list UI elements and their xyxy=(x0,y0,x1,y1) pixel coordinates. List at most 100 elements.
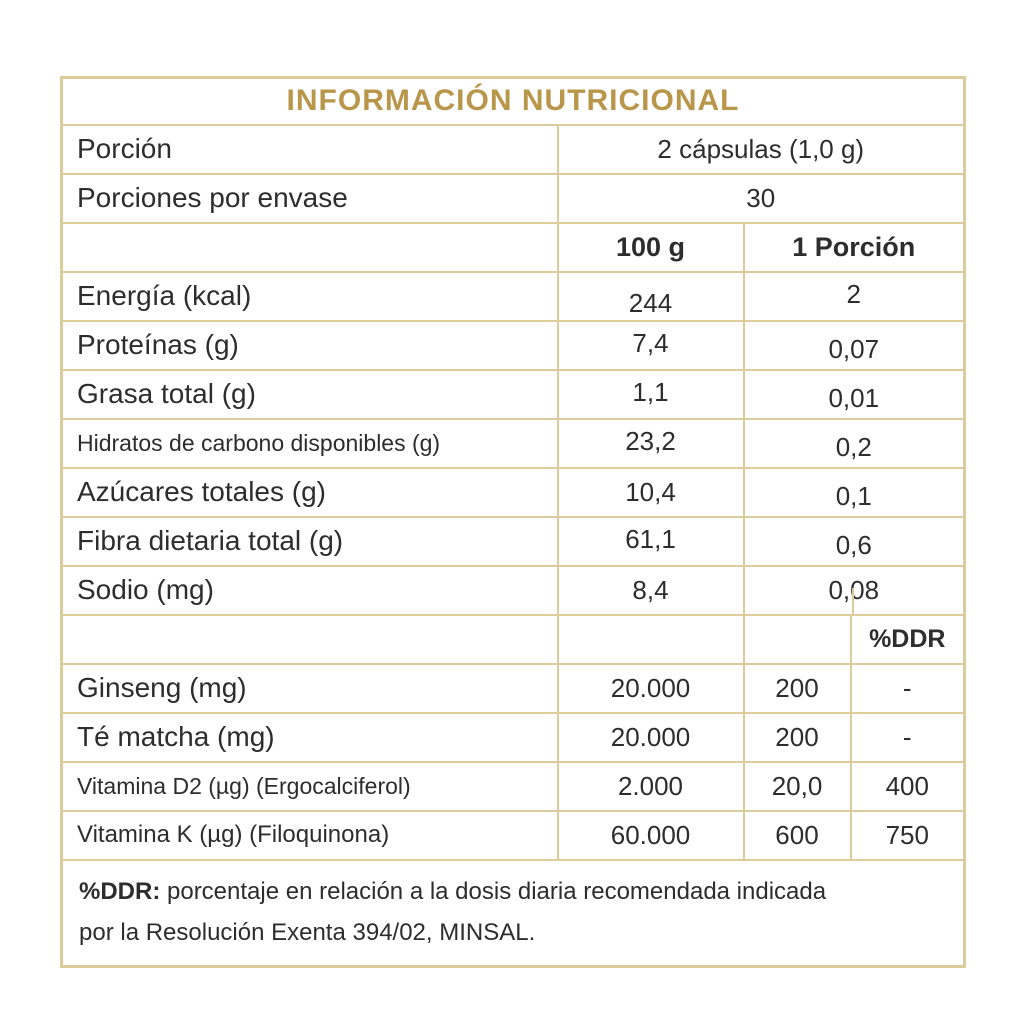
nutrient-label: Grasa total (g) xyxy=(60,368,559,420)
table-row: Vitamina D2 (µg) (Ergocalciferol) 2.000 … xyxy=(60,760,966,812)
column-header-100g: 100 g xyxy=(556,221,745,273)
nutrient-portion: 0,1 xyxy=(742,466,966,518)
value-text: 400 xyxy=(885,770,929,801)
nutrient-per100: 1,1 xyxy=(556,368,745,420)
value-text: 0,08 xyxy=(828,574,880,605)
nutrient-per100: 7,4 xyxy=(556,319,745,371)
active-ddr: 400 xyxy=(849,760,966,812)
table-row: Energía (kcal) 244 2 xyxy=(60,270,966,322)
table-row: 100 g 1 Porción xyxy=(60,221,966,273)
value-text: 600 xyxy=(775,819,819,850)
value-text: 1,1 xyxy=(632,376,669,407)
active-per100: 20.000 xyxy=(556,711,745,763)
value-text: 8,4 xyxy=(632,574,669,605)
nutrient-label: Proteínas (g) xyxy=(60,319,559,371)
nutrient-per100: 8,4 xyxy=(556,564,745,616)
value-text: 20,0 xyxy=(771,770,823,801)
table-row: Azúcares totales (g) 10,4 0,1 xyxy=(60,466,966,518)
footnote-bold-prefix: %DDR: xyxy=(79,877,161,905)
table-row: Té matcha (mg) 20.000 200 - xyxy=(60,711,966,763)
nutrient-per100: 61,1 xyxy=(556,515,745,567)
value-text: 0,07 xyxy=(828,333,880,364)
nutrient-portion: 0,6 xyxy=(742,515,966,567)
active-label: Vitamina K (µg) (Filoquinona) xyxy=(60,809,559,861)
empty-cell xyxy=(742,613,852,665)
active-label: Vitamina D2 (µg) (Ergocalciferol) xyxy=(60,760,559,812)
table-row: INFORMACIÓN NUTRICIONAL xyxy=(60,76,966,126)
empty-cell xyxy=(60,613,559,665)
table-row: Fibra dietaria total (g) 61,1 0,6 xyxy=(60,515,966,567)
active-per100: 20.000 xyxy=(556,662,745,714)
footnote-line2: por la Resolución Exenta 394/02, MINSAL. xyxy=(79,918,536,946)
value-text: 60.000 xyxy=(610,819,691,850)
value-text: 20.000 xyxy=(610,672,691,703)
active-per100: 2.000 xyxy=(556,760,745,812)
value-text: 2 xyxy=(846,278,861,309)
table-row: Ginseng (mg) 20.000 200 - xyxy=(60,662,966,714)
table-row: Porciones por envase 30 xyxy=(60,172,966,224)
empty-cell xyxy=(556,613,745,665)
table-row: Grasa total (g) 1,1 0,01 xyxy=(60,368,966,420)
footnote: %DDR: porcentaje en relación a la dosis … xyxy=(60,858,966,967)
nutrient-label: Azúcares totales (g) xyxy=(60,466,559,518)
nutrient-portion: 0,08 xyxy=(742,564,966,616)
nutrient-per100: 244 xyxy=(556,270,745,322)
column-divider-artifact xyxy=(851,587,854,613)
nutrient-label: Fibra dietaria total (g) xyxy=(60,515,559,567)
table-row: %DDR: porcentaje en relación a la dosis … xyxy=(60,858,966,967)
value-text: 30 xyxy=(746,182,776,213)
value-text: 2.000 xyxy=(617,770,684,801)
value-text: 0,6 xyxy=(835,529,872,560)
table-row: %DDR xyxy=(60,613,966,665)
servings-per-container-value: 30 xyxy=(556,172,966,224)
nutrient-portion: 0,07 xyxy=(742,319,966,371)
table-title: INFORMACIÓN NUTRICIONAL xyxy=(60,76,966,126)
active-portion: 600 xyxy=(742,809,852,861)
value-text: 750 xyxy=(885,819,929,850)
value-text: 200 xyxy=(775,672,819,703)
value-text: 0,01 xyxy=(828,382,880,413)
footnote-line1: porcentaje en relación a la dosis diaria… xyxy=(160,877,827,905)
nutrient-per100: 10,4 xyxy=(556,466,745,518)
value-text: 0,2 xyxy=(835,431,872,462)
value-text: 23,2 xyxy=(625,425,676,456)
active-ddr: 750 xyxy=(849,809,966,861)
table-row: Vitamina K (µg) (Filoquinona) 60.000 600… xyxy=(60,809,966,861)
value-text: 200 xyxy=(775,721,819,752)
column-header-ddr: %DDR xyxy=(849,613,966,665)
nutrient-label: Energía (kcal) xyxy=(60,270,559,322)
nutrient-portion: 0,2 xyxy=(742,417,966,469)
value-text: 7,4 xyxy=(632,327,669,358)
serving-label: Porción xyxy=(60,123,559,175)
serving-value: 2 cápsulas (1,0 g) xyxy=(556,123,966,175)
nutrient-portion: 0,01 xyxy=(742,368,966,420)
active-label: Té matcha (mg) xyxy=(60,711,559,763)
value-text: - xyxy=(902,672,912,703)
active-portion: 200 xyxy=(742,711,852,763)
active-ddr: - xyxy=(849,662,966,714)
table-row: Proteínas (g) 7,4 0,07 xyxy=(60,319,966,371)
active-label: Ginseng (mg) xyxy=(60,662,559,714)
value-text: 20.000 xyxy=(610,721,691,752)
value-text: 244 xyxy=(628,287,673,318)
table-row: Hidratos de carbono disponibles (g) 23,2… xyxy=(60,417,966,469)
value-text: 10,4 xyxy=(625,476,676,507)
value-text: 2 cápsulas (1,0 g) xyxy=(657,133,865,164)
value-text: 61,1 xyxy=(625,523,676,554)
servings-per-container-label: Porciones por envase xyxy=(60,172,559,224)
active-portion: 20,0 xyxy=(742,760,852,812)
active-portion: 200 xyxy=(742,662,852,714)
column-header-portion: 1 Porción xyxy=(742,221,966,273)
empty-cell xyxy=(60,221,559,273)
value-text: 0,1 xyxy=(835,480,872,511)
table-row: Sodio (mg) 8,4 0,08 xyxy=(60,564,966,616)
nutrient-label: Sodio (mg) xyxy=(60,564,559,616)
nutrient-per100: 23,2 xyxy=(556,417,745,469)
nutrition-facts-table: INFORMACIÓN NUTRICIONAL Porción 2 cápsul… xyxy=(60,76,967,968)
nutrient-label: Hidratos de carbono disponibles (g) xyxy=(60,417,559,469)
table-row: Porción 2 cápsulas (1,0 g) xyxy=(60,123,966,175)
active-per100: 60.000 xyxy=(556,809,745,861)
nutrient-portion: 2 xyxy=(742,270,966,322)
active-ddr: - xyxy=(849,711,966,763)
value-text: - xyxy=(902,721,912,752)
